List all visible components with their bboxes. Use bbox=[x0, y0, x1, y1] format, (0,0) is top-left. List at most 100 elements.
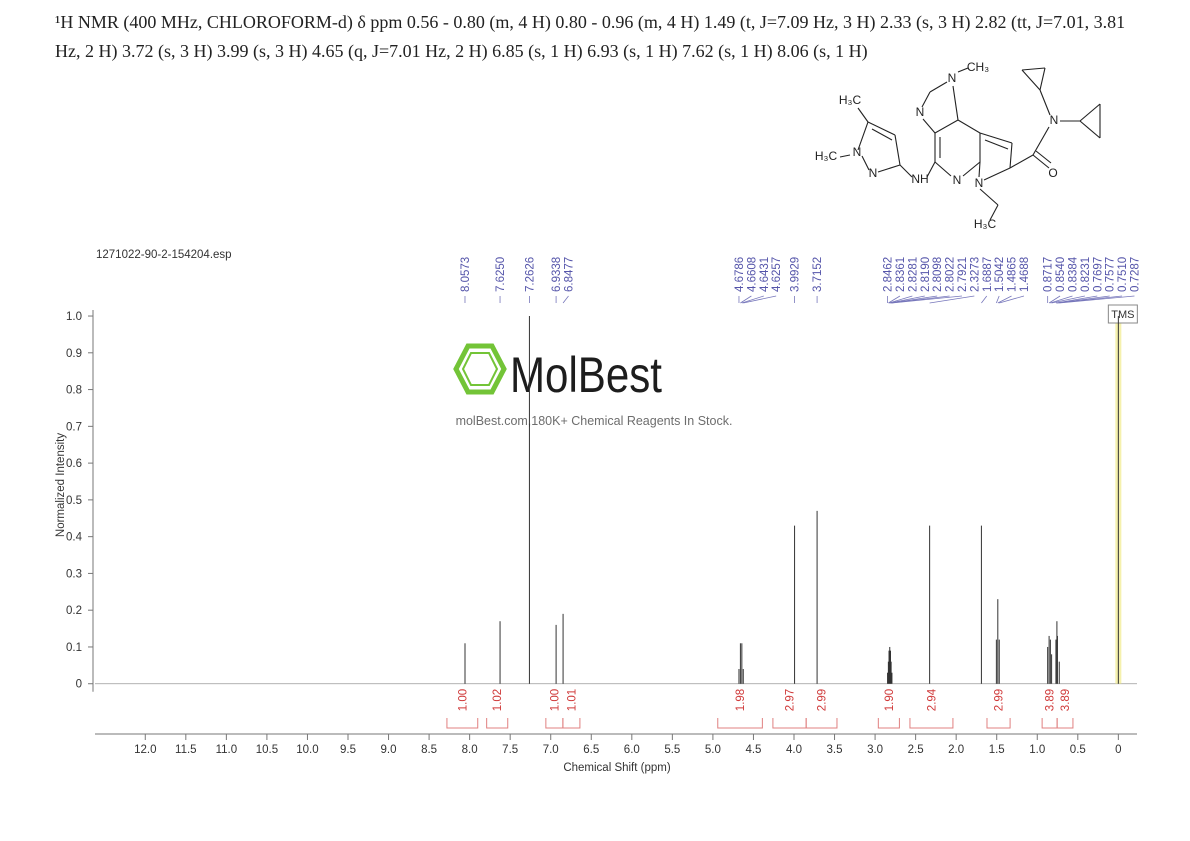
y-tick-label: 0.3 bbox=[66, 568, 82, 580]
x-tick-label: 5.5 bbox=[664, 744, 680, 756]
x-tick-label: 11.0 bbox=[216, 744, 238, 756]
x-tick-label: 4.0 bbox=[786, 744, 802, 756]
peak-label: 0.8384 bbox=[1067, 256, 1079, 292]
atom-label: NH bbox=[911, 172, 928, 186]
atom-label: N bbox=[975, 176, 984, 190]
integral-bracket bbox=[772, 718, 807, 729]
integral-bracket bbox=[717, 718, 763, 729]
reference-box bbox=[1107, 304, 1138, 324]
peak-label: 4.6786 bbox=[734, 257, 746, 292]
y-tick-label: 1.0 bbox=[66, 311, 82, 323]
watermark-brand: MolBest bbox=[510, 347, 662, 403]
peak-label: 2.8098 bbox=[932, 257, 944, 292]
x-tick-label: 2.5 bbox=[908, 744, 924, 756]
structure: H₃C N N H₃C NH N N CH₃ N N H₃C O N bbox=[815, 60, 1101, 231]
peak-label-connector bbox=[891, 295, 962, 304]
integral-label: 1.02 bbox=[492, 689, 504, 711]
peak-label: 7.6250 bbox=[495, 257, 507, 292]
x-tick-label: 11.5 bbox=[175, 744, 197, 756]
peak-label: 0.7577 bbox=[1105, 257, 1117, 292]
integral-label: 2.97 bbox=[785, 689, 797, 711]
x-tick-label: 9.0 bbox=[381, 744, 397, 756]
integral-bracket bbox=[545, 718, 564, 729]
integral-bracket bbox=[1041, 718, 1058, 729]
peak-label-connector bbox=[562, 295, 569, 304]
peak-label: 3.7152 bbox=[812, 257, 824, 292]
peak-label-connector bbox=[981, 295, 988, 304]
integral-label: 1.00 bbox=[457, 689, 469, 711]
atom-label: N bbox=[869, 166, 878, 180]
integral-bracket bbox=[805, 718, 838, 729]
x-tick-label: 0 bbox=[1115, 744, 1121, 756]
peak-label-connector bbox=[888, 295, 913, 304]
integral-label: 2.99 bbox=[994, 689, 1006, 711]
atom-label: CH₃ bbox=[967, 60, 989, 74]
peak-label-connector bbox=[1050, 295, 1073, 304]
peak-label: 7.2626 bbox=[524, 257, 536, 292]
atom-label: H₃C bbox=[974, 217, 997, 231]
peak-label: 0.8717 bbox=[1043, 257, 1055, 292]
peak-label-connector bbox=[1051, 295, 1085, 304]
x-tick-label: 10.0 bbox=[296, 744, 318, 756]
x-tick-label: 6.5 bbox=[583, 744, 599, 756]
x-tick-label: 6.0 bbox=[624, 744, 640, 756]
atom-label: N bbox=[1050, 113, 1059, 127]
integral-label: 2.99 bbox=[817, 689, 829, 711]
y-tick-label: 0.9 bbox=[66, 348, 82, 360]
peak-label: 0.7697 bbox=[1092, 257, 1104, 292]
y-tick-label: 0 bbox=[76, 679, 82, 691]
integral-label: 1.01 bbox=[566, 689, 578, 711]
peak-label-connector bbox=[929, 295, 975, 304]
peak-label: 2.8462 bbox=[883, 257, 895, 292]
peak-label-connector bbox=[997, 295, 1012, 304]
integral-label: 1.00 bbox=[549, 689, 561, 711]
peak-label: 2.8281 bbox=[907, 257, 919, 292]
peak-label: 1.4865 bbox=[1007, 257, 1019, 292]
peak-label: 0.7510 bbox=[1117, 257, 1129, 292]
y-axis-label: Normalized Intensity bbox=[55, 433, 67, 537]
integral-label: 1.90 bbox=[884, 689, 896, 711]
integral-label: 3.89 bbox=[1045, 689, 1057, 711]
peak-label-connector bbox=[1048, 295, 1061, 304]
x-tick-label: 7.0 bbox=[543, 744, 559, 756]
file-name: 1271022-90-2-154204.esp bbox=[96, 249, 232, 261]
nmr-description: ¹H NMR (400 MHz, CHLOROFORM-d) δ ppm 0.5… bbox=[55, 12, 1126, 61]
peak-label: 3.9929 bbox=[790, 257, 802, 292]
peak-label-connector bbox=[741, 295, 764, 304]
integral-bracket bbox=[562, 718, 581, 729]
x-axis-label: Chemical Shift (ppm) bbox=[563, 762, 671, 774]
reference-label: TMS bbox=[1111, 309, 1134, 321]
peak-label: 0.8231 bbox=[1080, 257, 1092, 292]
y-tick-label: 0.6 bbox=[66, 458, 82, 470]
peak-label: 2.8022 bbox=[945, 257, 957, 292]
y-tick-label: 0.7 bbox=[66, 421, 82, 433]
y-tick-label: 0.8 bbox=[66, 385, 82, 397]
atom-label: O bbox=[1048, 166, 1057, 180]
peak-label: 2.7921 bbox=[957, 257, 969, 292]
x-tick-label: 4.5 bbox=[745, 744, 761, 756]
peak-label-connector bbox=[996, 295, 1000, 304]
peak-label: 0.7287 bbox=[1129, 257, 1141, 292]
peak-label: 8.0573 bbox=[460, 257, 472, 292]
x-tick-label: 3.5 bbox=[827, 744, 843, 756]
peak-label: 2.3273 bbox=[969, 257, 981, 292]
integral-label: 1.98 bbox=[735, 689, 747, 711]
peak-label: 6.8477 bbox=[563, 257, 575, 292]
peak-label: 6.9338 bbox=[551, 257, 563, 292]
integral-bracket bbox=[986, 718, 1011, 729]
integral-bracket bbox=[909, 718, 954, 729]
integral-bracket bbox=[877, 718, 900, 729]
peak-label: 1.5042 bbox=[994, 257, 1006, 292]
x-tick-label: 10.5 bbox=[256, 744, 278, 756]
integral-bracket bbox=[486, 718, 509, 729]
integral-bracket bbox=[446, 718, 479, 729]
x-tick-label: 8.0 bbox=[462, 744, 478, 756]
peak-label: 1.6887 bbox=[982, 257, 994, 292]
atom-label: H₃C bbox=[839, 93, 862, 107]
y-tick-label: 0.5 bbox=[66, 495, 82, 507]
peak-label-connector bbox=[743, 295, 777, 304]
atom-label: N bbox=[948, 71, 957, 85]
watermark-tagline: molBest.com,180K+ Chemical Reagents In S… bbox=[456, 414, 733, 428]
